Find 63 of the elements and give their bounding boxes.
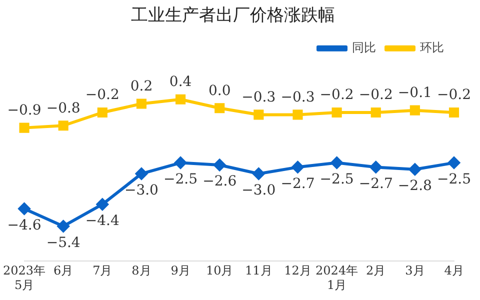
x-tick-label: 3月 <box>405 264 425 278</box>
point <box>19 122 30 133</box>
point <box>176 94 186 104</box>
x-tick-label: 12月 <box>284 264 312 278</box>
point <box>330 156 343 169</box>
x-tick-label: 10月 <box>206 264 234 278</box>
x-tick-label: 2月 <box>366 264 386 278</box>
legend-label: 同比 <box>352 40 376 55</box>
x-tick-label: 2024年 1月 <box>316 264 358 292</box>
x-tick-label: 11月 <box>245 264 272 278</box>
data-label: −2.7 <box>280 176 315 192</box>
point <box>135 168 148 180</box>
data-label: −0.8 <box>46 100 80 116</box>
point <box>332 107 342 118</box>
data-label: −4.4 <box>85 212 120 229</box>
data-label: 0.0 <box>208 82 231 99</box>
x-tick-label: 4月 <box>444 264 464 278</box>
data-label: −0.2 <box>85 87 120 104</box>
data-label: −5.4 <box>46 234 80 251</box>
data-label: −0.3 <box>242 89 276 106</box>
point <box>214 158 226 171</box>
data-label: −3.0 <box>124 182 158 198</box>
data-label: −2.8 <box>398 178 432 194</box>
point <box>370 107 381 118</box>
x-tick-label: 2023年 5月 <box>2 264 46 292</box>
x-tick-label: 8月 <box>132 264 152 278</box>
point <box>97 107 108 118</box>
point <box>408 163 421 176</box>
data-label: −2.7 <box>358 176 393 192</box>
point <box>292 110 303 120</box>
point <box>254 110 264 120</box>
data-label: −2.6 <box>202 174 237 190</box>
point <box>174 156 187 169</box>
data-label: −0.3 <box>280 89 315 106</box>
data-label: −0.2 <box>358 87 393 104</box>
data-label: −3.0 <box>242 182 276 198</box>
point <box>18 202 30 215</box>
data-label: −0.9 <box>7 102 42 118</box>
x-tick-label: 7月 <box>92 264 112 278</box>
point <box>58 120 68 131</box>
point <box>370 161 382 174</box>
data-label: −0.1 <box>398 84 432 101</box>
point <box>57 220 70 232</box>
data-label: −2.5 <box>164 171 198 188</box>
x-tick-label: 9月 <box>170 264 190 278</box>
point <box>448 156 460 169</box>
legend-label: 环比 <box>420 40 444 55</box>
chart-title: 工业生产者出厂价格涨跌幅 <box>131 6 335 26</box>
point <box>214 103 225 114</box>
point <box>410 105 420 116</box>
point <box>448 107 460 118</box>
data-label: −0.2 <box>320 87 354 104</box>
data-label: −2.5 <box>437 171 471 188</box>
data-label: −0.2 <box>437 87 471 104</box>
x-tick-label: 6月 <box>54 264 74 278</box>
point <box>252 168 265 180</box>
data-label: 0.2 <box>130 78 153 94</box>
point <box>136 98 147 109</box>
data-label: 0.4 <box>169 74 192 90</box>
data-label: −4.6 <box>7 217 42 234</box>
point <box>292 161 304 174</box>
data-label: −2.5 <box>320 171 354 188</box>
point <box>96 198 108 210</box>
